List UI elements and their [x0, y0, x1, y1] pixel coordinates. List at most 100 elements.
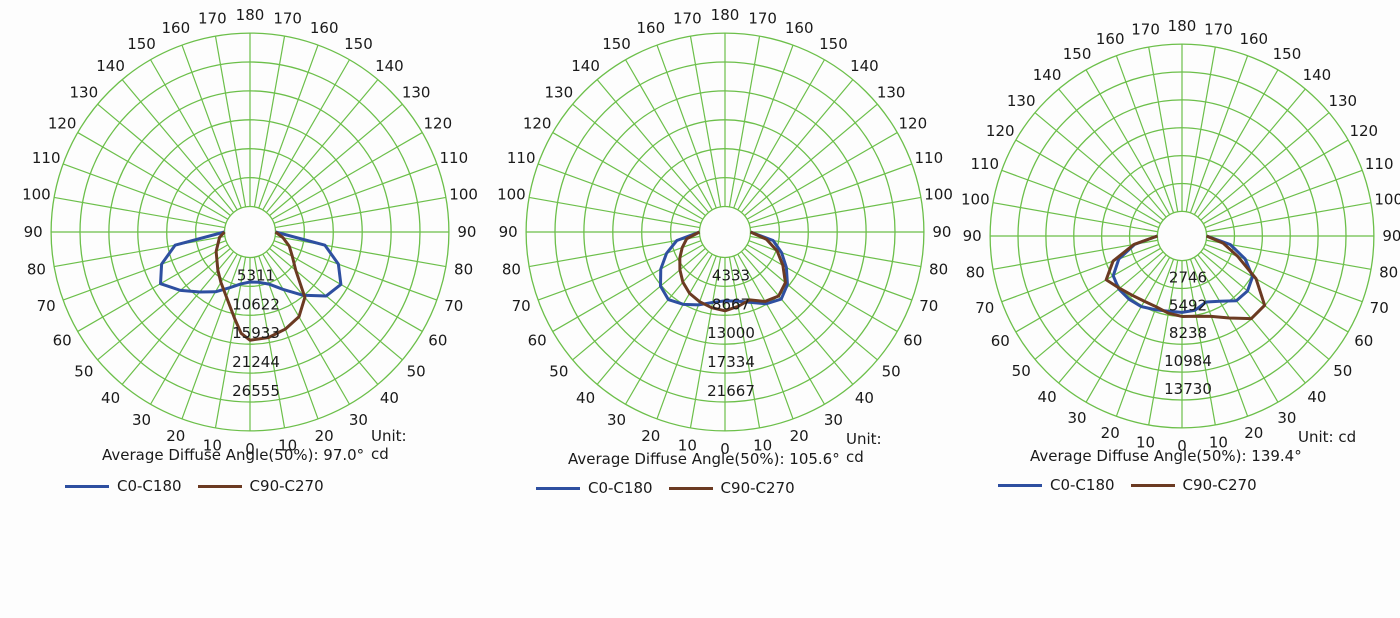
polar-chart-1: 0 10 10 20 20 30 30 40 40 50 50 60 60 70 70 80 80 90 90 100… [22, 0, 478, 520]
grid-spoke [689, 257, 722, 428]
grid-spoke [740, 79, 854, 213]
angle-tick-label: 10 [678, 437, 697, 455]
angle-tick-label: 70 [919, 297, 938, 315]
legend-label: C0-C180 [588, 479, 653, 497]
grid-spoke [750, 235, 921, 268]
radial-tick-label: 4333 [712, 266, 750, 284]
grid-spoke [62, 163, 227, 224]
angle-tick-label: 180 [1168, 17, 1197, 35]
grid-spoke [746, 132, 898, 220]
diffuse-angle-label: Average Diffuse Angle(50%): 105.6° [568, 450, 840, 468]
legend-item: C90-C270 [1130, 476, 1257, 494]
grid-spoke [625, 253, 713, 405]
grid-spoke [572, 103, 706, 217]
legend-swatch [668, 486, 713, 490]
angle-tick-label: 0 [720, 440, 730, 458]
angle-tick-label: 0 [1177, 437, 1187, 455]
grid-spoke [596, 251, 710, 385]
grid-spoke [1001, 243, 1160, 303]
unit-label: Unit: cd [1298, 428, 1357, 446]
grid-spoke [733, 44, 794, 209]
grid-spoke [728, 257, 761, 428]
series-line-c0-c180 [159, 230, 343, 298]
grid-spoke [596, 79, 710, 213]
angle-tick-label: 130 [402, 84, 431, 102]
angle-tick-label: 90 [1382, 227, 1400, 245]
grid-spoke [214, 36, 247, 207]
grid-spoke [150, 253, 238, 405]
grid-spoke [1204, 169, 1363, 229]
angle-tick-label: 100 [449, 185, 478, 203]
angle-tick-label: 150 [602, 35, 631, 53]
grid-spoke [992, 239, 1158, 270]
angle-tick-label: 120 [1349, 122, 1378, 140]
grid-spoke [529, 235, 700, 268]
unit-label: Unit: cd [846, 430, 882, 466]
grid-spoke [1193, 69, 1279, 215]
angle-tick-label: 160 [310, 19, 339, 37]
angle-tick-label: 150 [127, 35, 156, 53]
angle-tick-label: 150 [819, 35, 848, 53]
angle-tick-label: 70 [37, 297, 56, 315]
grid-spoke [269, 103, 403, 217]
angle-tick-label: 130 [70, 84, 99, 102]
angle-tick-label: 50 [1012, 362, 1031, 380]
legend-label: C90-C270 [720, 479, 795, 497]
grid-spoke [1148, 46, 1179, 212]
grid-spoke [552, 132, 704, 220]
grid-spoke [740, 251, 854, 385]
series-line-c90-c270 [214, 230, 307, 342]
legend: C0-C180 C90-C270 [65, 477, 340, 495]
grid-spoke [552, 244, 704, 332]
angle-tick-label: 30 [1277, 409, 1296, 427]
grid-spoke [1085, 69, 1171, 215]
angle-tick-label: 80 [929, 261, 948, 279]
grid-spoke [1015, 247, 1161, 333]
diffuse-angle-label: Average Diffuse Angle(50%): 97.0° [102, 446, 365, 464]
grid-spoke [1204, 243, 1363, 303]
grid-spoke [181, 44, 242, 209]
grid-spoke [1197, 88, 1306, 218]
angle-tick-label: 150 [1063, 45, 1092, 63]
angle-tick-label: 160 [636, 19, 665, 37]
grid-spoke [1185, 260, 1216, 426]
polar-plot: 0 101020203030404050506060707080809090100… [497, 6, 953, 458]
grid-spoke [77, 132, 229, 220]
grid-spoke [529, 196, 700, 229]
grid-spoke [181, 255, 242, 420]
angle-tick-label: 90 [499, 223, 518, 241]
angle-tick-label: 100 [22, 185, 51, 203]
grid-ring [698, 205, 752, 259]
angle-tick-label: 100 [961, 191, 990, 209]
angle-tick-label: 110 [970, 155, 999, 173]
angle-tick-label: 50 [1333, 362, 1352, 380]
grid-ring [223, 205, 277, 259]
grid-spoke [265, 251, 379, 385]
legend-item: C0-C180 [65, 477, 182, 495]
angle-tick-label: 60 [1354, 332, 1373, 350]
angle-tick-label: 40 [855, 389, 874, 407]
radial-tick-label: 8667 [712, 295, 750, 313]
angle-tick-label: 110 [1365, 155, 1394, 173]
radial-tick-label: 17334 [707, 353, 755, 371]
grid-spoke [77, 244, 229, 332]
angle-tick-label: 160 [161, 19, 190, 37]
legend-item: C0-C180 [536, 479, 653, 497]
grid-spoke [746, 244, 898, 332]
grid-spoke [1085, 257, 1171, 403]
angle-tick-label: 70 [975, 299, 994, 317]
angle-tick-label: 160 [1096, 30, 1125, 48]
angle-tick-label: 150 [344, 35, 373, 53]
polar-plot: 0 101020203030404050506060707080809090100… [961, 17, 1400, 455]
grid-spoke [121, 79, 235, 213]
angle-tick-label: 140 [1303, 66, 1332, 84]
grid-spoke [262, 59, 350, 211]
angle-tick-label: 20 [1101, 424, 1120, 442]
legend-item: C90-C270 [197, 477, 324, 495]
grid-spoke [1034, 112, 1164, 221]
grid-spoke [1193, 257, 1279, 403]
angle-tick-label: 120 [48, 115, 77, 133]
angle-tick-label: 30 [349, 411, 368, 429]
grid-spoke [728, 36, 761, 207]
angle-tick-label: 20 [641, 427, 660, 445]
